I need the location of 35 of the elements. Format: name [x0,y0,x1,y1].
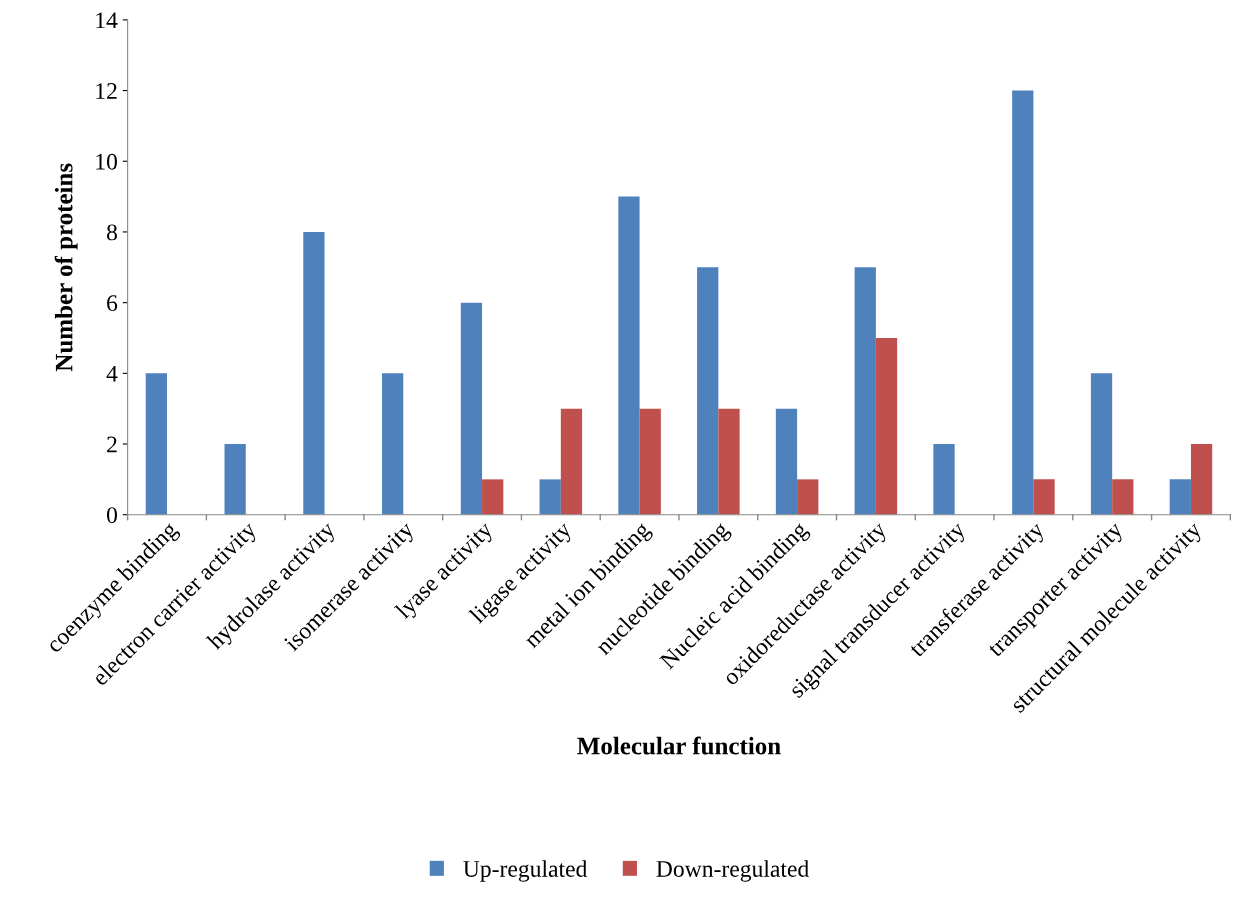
bar [1169,479,1191,515]
y-tick-label: 12 [96,83,117,99]
bar [303,231,325,515]
legend-label: Up-regulated [463,860,588,882]
bar [145,373,167,515]
bar [618,196,640,515]
bar [639,408,661,515]
x-axis-title: Molecular function [577,736,781,755]
bar [1012,90,1034,515]
bar [1090,373,1113,515]
bar [560,408,583,515]
y-tick-label: 14 [96,12,118,29]
bar [539,479,561,515]
y-tick-label: 10 [96,153,117,170]
bar [854,267,876,515]
bar [482,479,504,515]
y-tick-label: 8 [106,224,117,241]
bar [797,479,819,515]
y-tick-label: 4 [106,365,118,382]
legend-label: Down-regulated [656,860,809,882]
bar [1033,479,1055,515]
y-axis-title: Number of proteins [54,163,78,372]
bar [933,444,955,515]
bar [775,408,798,515]
bar [1190,444,1213,515]
bar [697,267,719,515]
bar [382,373,404,515]
y-tick-label: 2 [107,436,117,453]
bar [460,302,483,515]
y-tick-label: 6 [107,295,118,312]
bar [1112,479,1134,515]
bar [875,337,898,515]
bar [224,444,246,515]
bar [718,408,740,515]
y-tick-label: 0 [106,507,117,524]
